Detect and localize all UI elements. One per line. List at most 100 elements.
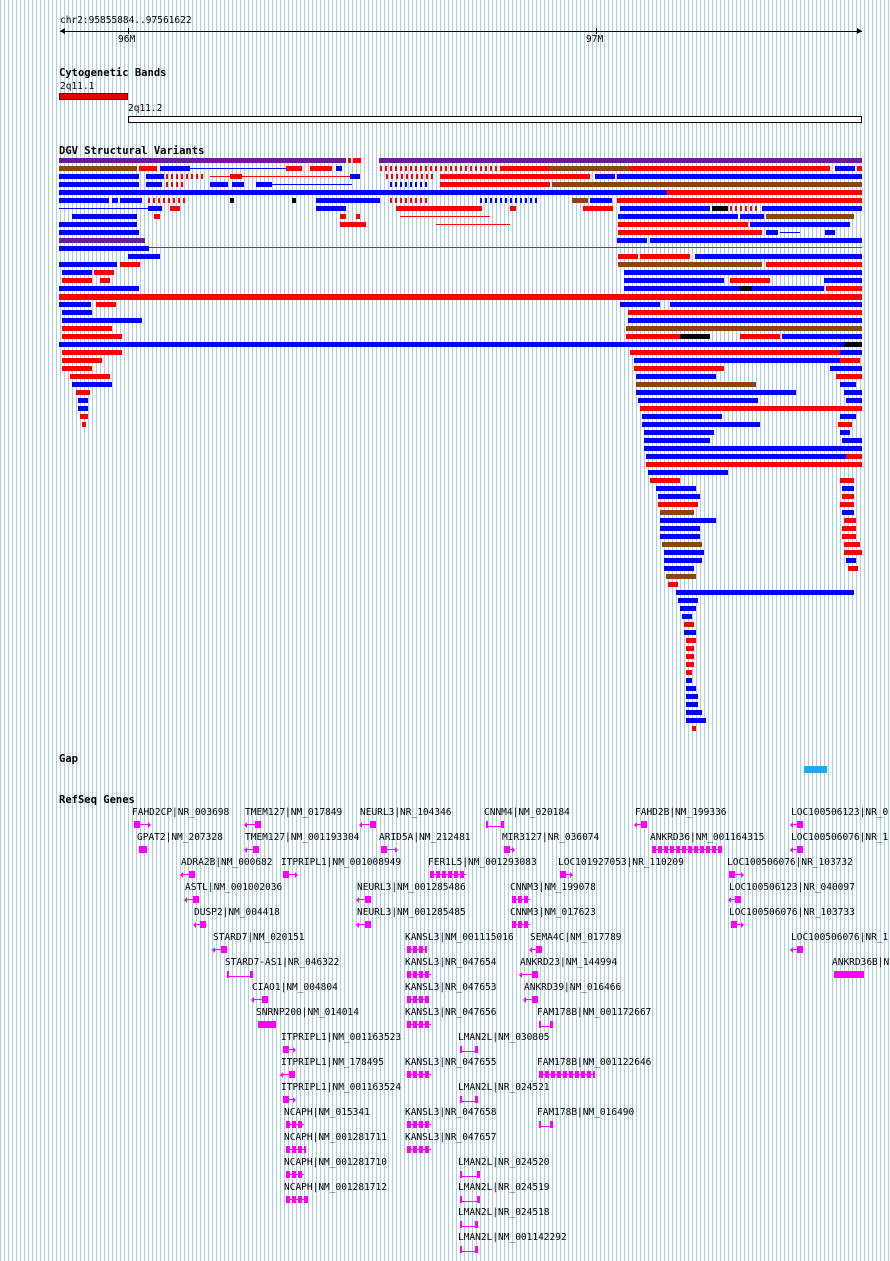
sv-bar[interactable] xyxy=(485,166,487,171)
sv-bar[interactable] xyxy=(420,182,422,187)
sv-bar[interactable] xyxy=(411,174,413,179)
gene-glyph[interactable] xyxy=(359,821,376,828)
gene-label[interactable]: SNRNP200|NM_014014 xyxy=(256,1007,359,1018)
sv-bar[interactable] xyxy=(572,198,588,203)
sv-bar[interactable] xyxy=(191,174,193,179)
sv-bar[interactable] xyxy=(425,198,427,203)
sv-bar[interactable] xyxy=(292,198,296,203)
sv-bar[interactable] xyxy=(160,166,190,171)
sv-bar[interactable] xyxy=(656,486,696,491)
sv-bar[interactable] xyxy=(415,166,417,171)
sv-bar[interactable] xyxy=(646,454,862,459)
sv-bar[interactable] xyxy=(62,358,102,363)
gene-label[interactable]: NCAPH|NM_001281710 xyxy=(284,1157,387,1168)
gene-label[interactable]: TMEM127|NM_001193304 xyxy=(245,832,360,843)
sv-bar[interactable] xyxy=(692,726,696,731)
sv-bar[interactable] xyxy=(386,174,388,179)
sv-bar[interactable] xyxy=(181,174,183,179)
gene-glyph[interactable] xyxy=(139,846,147,853)
gene-glyph[interactable] xyxy=(251,996,268,1003)
gene-label[interactable]: KANSL3|NR_047656 xyxy=(405,1007,497,1018)
sv-bar[interactable] xyxy=(712,206,728,211)
sv-bar[interactable] xyxy=(62,318,142,323)
sv-bar[interactable] xyxy=(421,174,423,179)
gene-glyph[interactable] xyxy=(356,896,371,903)
sv-bar[interactable] xyxy=(176,182,178,187)
sv-bar[interactable] xyxy=(644,446,854,451)
sv-bar[interactable] xyxy=(505,198,507,203)
sv-bar[interactable] xyxy=(844,390,862,395)
sv-bar[interactable] xyxy=(356,214,360,219)
cytoband-2q11-2[interactable] xyxy=(128,116,862,123)
sv-bar[interactable] xyxy=(201,174,203,179)
cytoband-2q11-1[interactable] xyxy=(59,93,128,100)
gene-label[interactable]: CNNM4|NM_020184 xyxy=(484,807,570,818)
sv-bar[interactable] xyxy=(425,166,427,171)
sv-bar[interactable] xyxy=(181,182,183,187)
sv-bar[interactable] xyxy=(842,526,856,531)
sv-bar[interactable] xyxy=(640,406,840,411)
sv-bar[interactable] xyxy=(644,438,710,443)
sv-bar[interactable] xyxy=(755,206,757,211)
gene-glyph[interactable] xyxy=(244,846,259,853)
sv-bar[interactable] xyxy=(634,366,724,371)
gene-label[interactable]: ITPRIPL1|NM_001163524 xyxy=(281,1082,402,1093)
sv-bar[interactable] xyxy=(166,174,168,179)
sv-bar[interactable] xyxy=(395,182,397,187)
sv-bar[interactable] xyxy=(59,238,145,243)
sv-bar[interactable] xyxy=(59,247,862,248)
gene-label[interactable]: LMAN2L|NM_030805 xyxy=(458,1032,550,1043)
gene-label[interactable]: CNNM3|NM_199078 xyxy=(510,882,596,893)
gene-glyph[interactable] xyxy=(407,971,431,978)
sv-bar[interactable] xyxy=(848,462,862,467)
sv-bar[interactable] xyxy=(840,478,854,483)
sv-bar[interactable] xyxy=(624,278,724,283)
gap-feature[interactable] xyxy=(804,766,827,773)
gene-label[interactable]: LOC100506076|NR_103732 xyxy=(727,857,853,868)
sv-bar[interactable] xyxy=(840,358,860,363)
gene-glyph[interactable] xyxy=(134,821,151,828)
sv-bar[interactable] xyxy=(62,326,112,331)
sv-bar[interactable] xyxy=(664,566,694,571)
gene-glyph[interactable] xyxy=(244,821,261,828)
sv-bar[interactable] xyxy=(626,326,862,331)
sv-bar[interactable] xyxy=(455,166,457,171)
gene-label[interactable]: FAM178B|NM_001172667 xyxy=(537,1007,652,1018)
sv-bar[interactable] xyxy=(664,550,704,555)
sv-bar[interactable] xyxy=(379,158,862,163)
dgv-track-title[interactable]: DGV Structural Variants xyxy=(59,145,205,157)
sv-bar[interactable] xyxy=(848,566,858,571)
gene-glyph[interactable] xyxy=(460,1171,480,1178)
sv-bar[interactable] xyxy=(120,198,142,203)
gene-label[interactable]: ARID5A|NM_212481 xyxy=(379,832,471,843)
sv-bar[interactable] xyxy=(230,198,234,203)
sv-bar[interactable] xyxy=(396,174,398,179)
gene-glyph[interactable] xyxy=(460,1196,480,1203)
sv-bar[interactable] xyxy=(618,222,748,227)
sv-bar[interactable] xyxy=(465,166,467,171)
sv-bar[interactable] xyxy=(78,398,88,403)
gene-glyph[interactable] xyxy=(523,996,538,1003)
sv-bar[interactable] xyxy=(782,334,862,339)
sv-bar[interactable] xyxy=(642,414,722,419)
sv-bar[interactable] xyxy=(490,198,492,203)
sv-bar[interactable] xyxy=(686,638,696,643)
gene-glyph[interactable] xyxy=(286,1196,308,1203)
sv-bar[interactable] xyxy=(148,198,150,203)
gene-label[interactable]: LOC100506076|NR_1 xyxy=(791,832,889,843)
sv-bar[interactable] xyxy=(59,230,139,235)
sv-bar[interactable] xyxy=(390,166,392,171)
gene-label[interactable]: LOC100506076|NR_103733 xyxy=(729,907,855,918)
sv-bar[interactable] xyxy=(515,198,517,203)
gene-label[interactable]: ITPRIPL1|NM_178495 xyxy=(281,1057,384,1068)
gene-glyph[interactable] xyxy=(280,1071,295,1078)
sv-bar[interactable] xyxy=(664,558,702,563)
gene-glyph[interactable] xyxy=(504,846,515,853)
sv-bar[interactable] xyxy=(620,302,660,307)
sv-bar[interactable] xyxy=(112,198,118,203)
sv-bar[interactable] xyxy=(232,182,244,187)
gene-label[interactable]: LOC100506076|NR_1 xyxy=(791,932,889,943)
gene-glyph[interactable] xyxy=(512,896,530,903)
sv-bar[interactable] xyxy=(617,174,862,179)
gene-label[interactable]: KANSL3|NR_047655 xyxy=(405,1057,497,1068)
